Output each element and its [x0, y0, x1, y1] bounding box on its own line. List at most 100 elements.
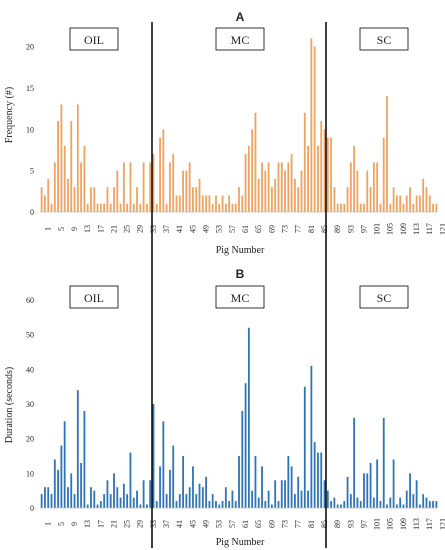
bar: [376, 162, 379, 212]
bar: [47, 178, 50, 212]
bar: [99, 203, 102, 212]
y-tick-label: 20: [26, 43, 34, 52]
group-label-box: [215, 285, 265, 309]
bar: [86, 203, 89, 212]
x-tick-label: 37: [162, 225, 171, 233]
bar: [422, 494, 425, 508]
bar: [402, 203, 405, 212]
bar: [67, 178, 69, 212]
bar: [172, 445, 175, 508]
bar: [284, 170, 286, 212]
bar: [389, 203, 392, 212]
bar: [257, 178, 260, 212]
x-tick-label: 89: [333, 225, 342, 233]
bar: [83, 145, 86, 212]
panel-a-letter: A: [236, 10, 245, 24]
bar: [330, 137, 332, 212]
bar: [274, 480, 277, 508]
bar: [241, 195, 244, 212]
bar: [336, 504, 339, 508]
bar: [113, 187, 115, 212]
bar: [142, 162, 145, 212]
bar: [386, 96, 388, 212]
bar: [182, 170, 184, 212]
bar: [159, 137, 161, 212]
bar: [40, 494, 43, 508]
bar: [215, 195, 217, 212]
bar: [80, 162, 83, 212]
bar: [57, 121, 59, 212]
bar: [60, 445, 63, 508]
bar: [162, 421, 165, 508]
bar: [343, 501, 346, 508]
bar: [109, 494, 112, 508]
bar: [303, 112, 306, 212]
bar: [76, 390, 79, 508]
y-tick-label: 5: [30, 167, 34, 176]
x-tick-label: 49: [202, 520, 211, 528]
bar: [349, 494, 352, 508]
bar: [320, 121, 323, 212]
y-tick-label: 0: [30, 208, 34, 217]
bar: [340, 504, 342, 508]
x-tick-label: 61: [241, 225, 250, 233]
bar: [425, 497, 428, 508]
bar: [106, 187, 109, 212]
bar: [60, 104, 63, 212]
group-label-box: [359, 27, 409, 51]
x-tick-label: 101: [373, 223, 382, 235]
x-tick-label: 113: [412, 518, 421, 530]
x-tick-label: 61: [241, 520, 250, 528]
bar: [346, 476, 349, 508]
bar: [116, 170, 119, 212]
bar: [307, 490, 309, 508]
bar: [231, 490, 234, 508]
y-tick-label: 10: [26, 469, 34, 478]
panel-b-group-sc: SC: [359, 285, 409, 309]
bar: [103, 494, 106, 508]
bar: [297, 476, 300, 508]
bar: [152, 404, 155, 508]
bar: [215, 501, 217, 508]
bar: [67, 487, 69, 508]
bar: [132, 203, 135, 212]
x-tick-label: 93: [346, 520, 355, 528]
bar: [103, 203, 106, 212]
bar: [320, 452, 323, 508]
x-tick-label: 13: [83, 520, 92, 528]
bar: [139, 504, 142, 508]
bar: [247, 327, 250, 508]
x-tick-label: 105: [386, 223, 395, 235]
bar: [165, 203, 168, 212]
bar: [317, 452, 319, 508]
bar: [435, 501, 438, 508]
x-tick-label: 25: [123, 225, 132, 233]
panel-a-x-ticks: 1 5 9 13 17 21 25 29 33 37 41 45 49 53 57 61 65 69 73 77 81 8…: [44, 223, 445, 235]
bar: [399, 497, 402, 508]
x-tick-label: 73: [280, 225, 289, 233]
bar: [155, 203, 158, 212]
bar: [399, 195, 402, 212]
y-tick-label: 15: [26, 84, 34, 93]
bar: [188, 162, 191, 212]
y-tick-label: 60: [26, 296, 34, 305]
bar: [310, 365, 313, 508]
bar: [326, 137, 329, 212]
x-tick-label: 77: [294, 520, 303, 528]
x-tick-label: 105: [386, 518, 395, 530]
bar: [221, 501, 224, 508]
bar: [165, 494, 168, 508]
x-tick-label: 81: [307, 520, 316, 528]
bar: [218, 504, 221, 508]
bar: [395, 195, 398, 212]
bar: [261, 466, 263, 508]
bar: [432, 203, 434, 212]
bar: [369, 187, 372, 212]
bar: [132, 497, 135, 508]
x-tick-label: 41: [175, 520, 184, 528]
bar: [238, 456, 240, 508]
bar: [317, 145, 319, 212]
bar: [267, 490, 270, 508]
bar: [146, 203, 148, 212]
